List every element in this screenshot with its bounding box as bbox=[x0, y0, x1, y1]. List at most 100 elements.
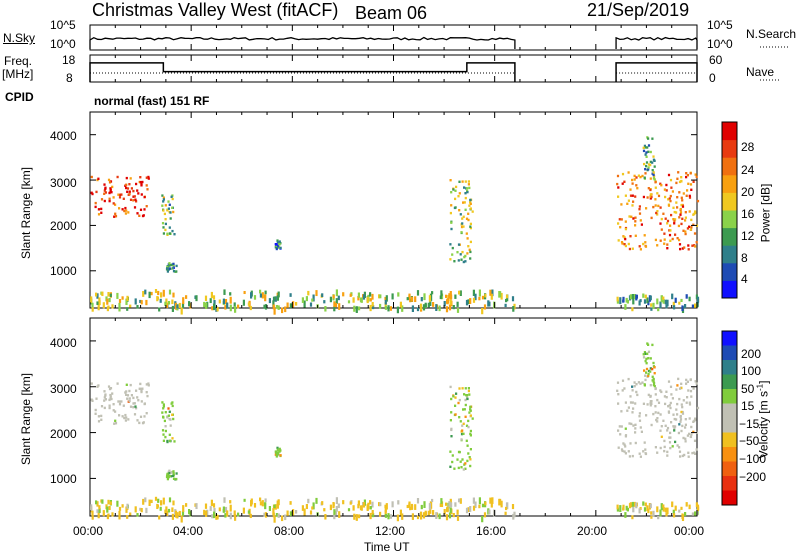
velocity-cell bbox=[97, 420, 101, 423]
power-cell bbox=[369, 298, 372, 302]
velocity-cell bbox=[175, 477, 178, 481]
power-cell bbox=[142, 291, 145, 297]
power-cell bbox=[694, 303, 697, 308]
velocity-cell bbox=[414, 504, 417, 510]
power-cell bbox=[389, 306, 392, 311]
velocity-cell bbox=[644, 448, 647, 451]
power-cell bbox=[678, 216, 681, 219]
power-cell bbox=[91, 307, 94, 312]
velocity-cell bbox=[681, 410, 684, 414]
velocity-cell bbox=[116, 382, 119, 385]
power-cell bbox=[100, 211, 103, 214]
velocity-cell bbox=[176, 512, 179, 517]
power-cell bbox=[644, 172, 647, 175]
power-cell bbox=[623, 180, 626, 183]
velocity-cell bbox=[677, 431, 680, 435]
power-cell bbox=[275, 305, 278, 309]
power-cell bbox=[145, 205, 148, 208]
velocity-cell bbox=[409, 506, 412, 511]
velocity-cell bbox=[211, 514, 214, 519]
power-cell bbox=[342, 292, 345, 297]
velocity-cell bbox=[652, 380, 655, 383]
power-cell bbox=[457, 195, 460, 198]
velocity-cell bbox=[96, 385, 99, 388]
velocity-cell bbox=[467, 419, 470, 423]
velocity-cell bbox=[103, 390, 106, 393]
xtick-0800: 08:00 bbox=[274, 524, 305, 538]
power-cell bbox=[164, 218, 167, 221]
power-cell bbox=[659, 222, 662, 225]
power-cell bbox=[133, 206, 137, 209]
power-cell bbox=[224, 299, 228, 305]
nsky-right-tick-bottom: 10^0 bbox=[707, 37, 733, 51]
power-cell bbox=[652, 302, 655, 309]
nsky-label: N.Sky bbox=[3, 31, 36, 45]
velocity-colorbar-swatch bbox=[722, 374, 737, 390]
power-cell bbox=[629, 235, 632, 238]
power-cell bbox=[125, 298, 128, 305]
power-cell bbox=[104, 191, 107, 194]
power-cell bbox=[171, 194, 174, 197]
velocity-cell bbox=[445, 502, 448, 506]
power-cell bbox=[645, 151, 648, 154]
velocity-cbar-tick-m100: −100 bbox=[739, 452, 767, 466]
power-cell bbox=[679, 211, 683, 214]
power-cell bbox=[483, 304, 487, 310]
power-cell bbox=[414, 296, 417, 303]
power-cell bbox=[694, 173, 697, 176]
velocity-cell bbox=[694, 380, 697, 383]
power-cell bbox=[124, 206, 127, 210]
velocity-cell bbox=[303, 508, 306, 516]
velocity-cell bbox=[312, 502, 315, 510]
power-cell bbox=[490, 293, 493, 300]
power-cell bbox=[643, 176, 646, 179]
power-cell bbox=[638, 245, 641, 248]
velocity-cell bbox=[292, 509, 295, 516]
power-cell bbox=[216, 306, 219, 312]
velocity-cell bbox=[451, 460, 454, 464]
velocity-cell bbox=[484, 501, 487, 506]
power-cell bbox=[683, 246, 686, 249]
velocity-cell bbox=[457, 401, 460, 405]
frequency-line bbox=[89, 62, 698, 82]
velocity-cell bbox=[334, 510, 338, 516]
velocity-cell bbox=[124, 419, 127, 422]
power-cell bbox=[640, 223, 643, 226]
velocity-cell bbox=[109, 395, 112, 398]
velocity-cell bbox=[166, 474, 169, 478]
velocity-cell bbox=[691, 451, 694, 455]
power-cell bbox=[662, 299, 665, 304]
power-cell bbox=[680, 203, 683, 207]
power-cell bbox=[689, 172, 692, 175]
velocity-cell bbox=[384, 504, 387, 509]
power-cell bbox=[469, 298, 472, 304]
power-cell bbox=[449, 179, 452, 182]
velocity-cell bbox=[126, 515, 129, 519]
power-cell bbox=[461, 222, 464, 225]
power-cell bbox=[158, 307, 161, 312]
power-ytick-3000: 3000 bbox=[50, 176, 77, 190]
power-cell bbox=[657, 308, 660, 312]
power-cell bbox=[278, 240, 281, 243]
power-cell bbox=[338, 303, 341, 310]
velocity-cell bbox=[272, 512, 275, 518]
velocity-cell bbox=[635, 502, 638, 509]
velocity-cell bbox=[656, 451, 659, 454]
velocity-cell bbox=[659, 446, 662, 450]
power-cell bbox=[461, 250, 464, 254]
velocity-cell bbox=[133, 402, 136, 405]
velocity-cell bbox=[160, 500, 163, 506]
velocity-cell bbox=[440, 498, 443, 504]
power-cell bbox=[424, 302, 427, 308]
velocity-cell bbox=[162, 416, 165, 419]
power-cell bbox=[469, 250, 472, 254]
power-cell bbox=[295, 302, 298, 306]
power-cell bbox=[694, 210, 697, 213]
velocity-cell bbox=[95, 500, 98, 505]
velocity-cell bbox=[263, 512, 266, 517]
velocity-cell bbox=[273, 515, 276, 523]
velocity-cell bbox=[358, 514, 361, 519]
power-cell bbox=[632, 298, 635, 305]
power-cell bbox=[142, 214, 145, 217]
power-cell bbox=[652, 173, 655, 177]
